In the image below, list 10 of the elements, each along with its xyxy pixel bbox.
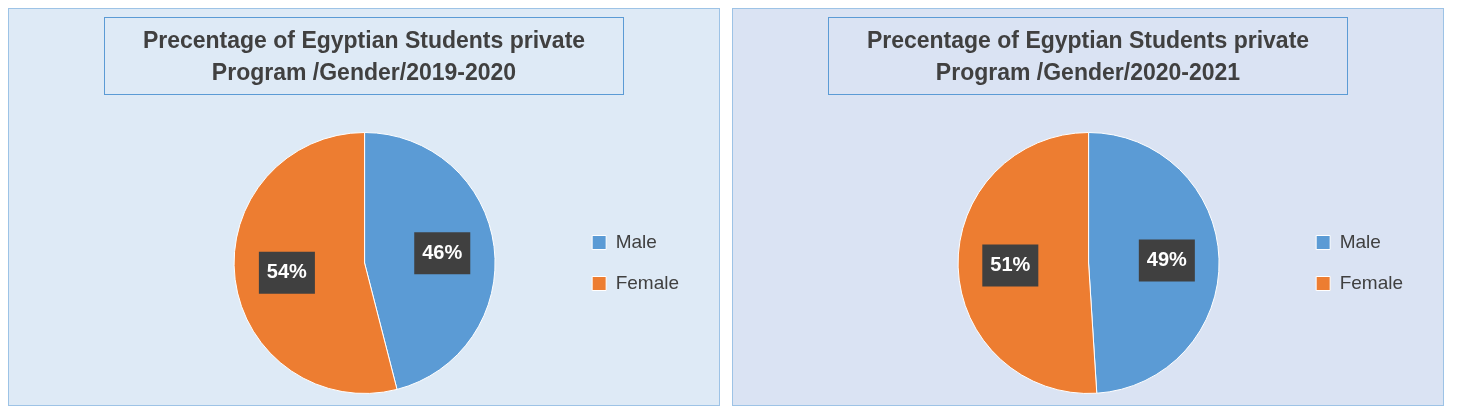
- data-label: 51%: [990, 252, 1031, 275]
- data-label: 49%: [1146, 248, 1188, 271]
- chart-title: Precentage of Egyptian Students private Program /Gender/2020-2021: [828, 17, 1348, 95]
- legend-label: Female: [1339, 271, 1403, 293]
- legend-label: Female: [615, 271, 679, 293]
- legend-label: Male: [1339, 230, 1381, 252]
- data-label: 46%: [422, 240, 463, 263]
- chart-title: Precentage of Egyptian Students private Program /Gender/2019-2020: [104, 17, 624, 95]
- data-label: 54%: [266, 260, 308, 283]
- legend-label: Male: [615, 230, 657, 252]
